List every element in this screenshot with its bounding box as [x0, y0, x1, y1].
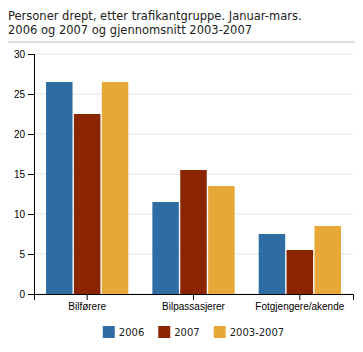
y-tick-mark — [28, 94, 34, 95]
legend-label: 2003-2007 — [230, 327, 285, 338]
x-tick: Fotgjengere/akende — [255, 294, 344, 312]
y-tick-mark — [28, 54, 34, 55]
x-tick-label: Fotgjengere/akende — [255, 301, 344, 312]
x-tick: Bilpassasjerer — [162, 294, 225, 312]
x-tick-mark — [87, 294, 88, 300]
y-tick: 0 — [19, 289, 34, 300]
x-tick: Bilførere — [68, 294, 106, 312]
chart: Personer drept, etter trafikantgruppe. J… — [0, 0, 363, 352]
y-tick: 15 — [14, 169, 34, 180]
legend-swatch — [158, 326, 170, 338]
x-axis: Bilførere Bilpassasjerer Fotgjengere/akend… — [35, 294, 354, 312]
legend-label: 2006 — [119, 327, 144, 338]
bar — [74, 114, 100, 294]
bar — [102, 82, 128, 294]
y-tick: 5 — [19, 249, 34, 260]
x-tick-label: Bilpassasjerer — [162, 301, 225, 312]
legend-item: 2006 — [103, 326, 144, 338]
bar — [259, 234, 285, 294]
bars — [46, 82, 341, 294]
legend-item: 2007 — [158, 326, 199, 338]
y-tick: 30 — [14, 49, 34, 60]
y-tick-label: 0 — [19, 289, 25, 300]
y-tick-label: 15 — [14, 169, 26, 180]
y-tick-mark — [28, 214, 34, 215]
x-tick-mark — [299, 294, 300, 300]
title-line: Personer drept, etter trafikantgruppe. J… — [8, 9, 302, 23]
grid — [34, 54, 353, 294]
y-tick: 25 — [14, 89, 34, 100]
y-tick-label: 30 — [14, 49, 26, 60]
bar — [180, 170, 206, 294]
y-tick-label: 5 — [19, 249, 25, 260]
grid-line — [34, 54, 353, 55]
x-axis-line — [35, 295, 354, 301]
y-tick-label: 10 — [14, 209, 26, 220]
legend-swatch — [103, 326, 115, 338]
bar — [208, 186, 234, 294]
legend-item: 2003-2007 — [214, 326, 285, 338]
y-tick: 20 — [14, 129, 34, 140]
title-rule — [8, 42, 355, 43]
y-axis: 0 5 10 15 20 25 30 — [14, 49, 35, 300]
bar — [314, 226, 340, 294]
legend-label: 2007 — [174, 327, 199, 338]
y-tick-mark — [28, 254, 34, 255]
grid-line — [34, 94, 353, 95]
y-tick-label: 20 — [14, 129, 26, 140]
y-tick-label: 25 — [14, 89, 26, 100]
y-tick: 10 — [14, 209, 34, 220]
x-tick-mark — [193, 294, 194, 300]
bar-series — [102, 82, 341, 294]
y-tick-mark — [28, 174, 34, 175]
y-tick-mark — [28, 294, 34, 295]
legend: 2006 2007 2003-2007 — [103, 326, 284, 338]
bar — [152, 202, 178, 294]
bar — [46, 82, 72, 294]
plot: 0 5 10 15 20 25 30 Bilførere Bilpassasjerer Fotgj… — [14, 49, 354, 312]
legend-swatch — [214, 326, 226, 338]
bar-series — [46, 82, 285, 294]
y-axis-line — [28, 55, 35, 295]
bar — [287, 250, 313, 294]
x-tick-label: Bilførere — [68, 301, 106, 312]
title: Personer drept, etter trafikantgruppe. J… — [8, 9, 302, 37]
title-line: 2006 og 2007 og gjennomsnitt 2003-2007 — [8, 23, 252, 37]
y-tick-mark — [28, 134, 34, 135]
